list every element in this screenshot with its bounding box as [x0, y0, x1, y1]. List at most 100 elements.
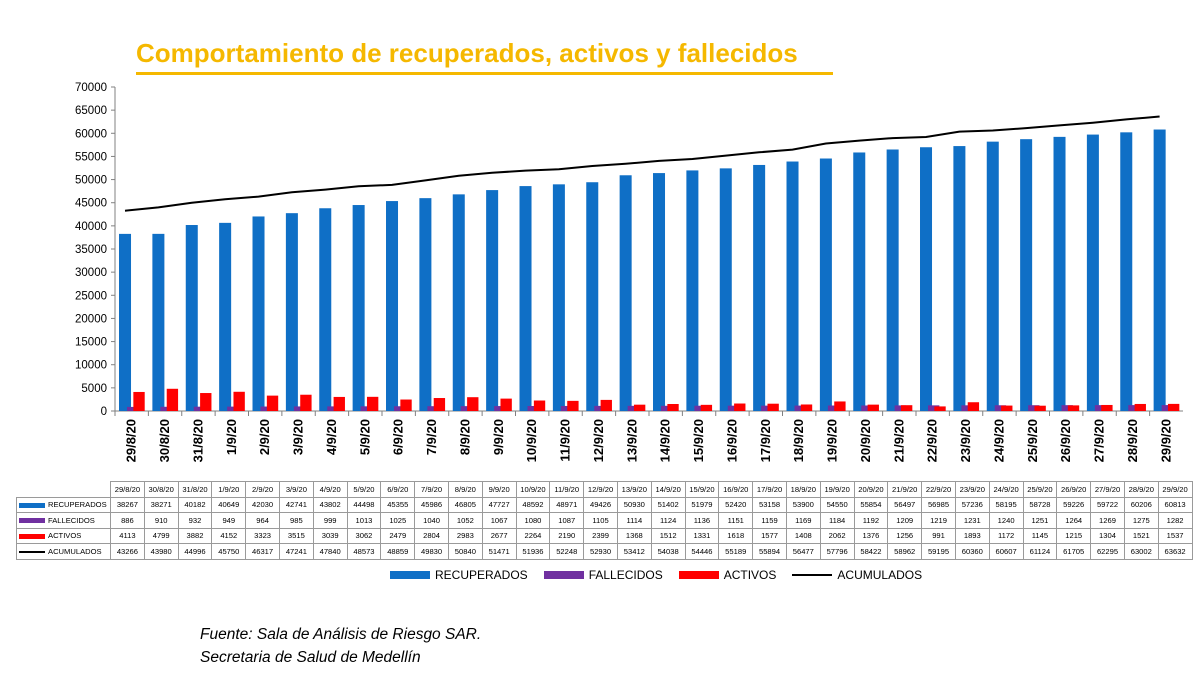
bar-recuperados — [619, 175, 632, 411]
bar-activos — [333, 396, 345, 411]
series-swatch — [19, 502, 45, 508]
table-value-cell: 1159 — [752, 512, 787, 529]
title-underline — [136, 72, 833, 75]
bar-recuperados — [352, 205, 365, 411]
x-tick-label: 16/9/20 — [724, 419, 739, 462]
bar-activos — [1034, 405, 1046, 411]
table-value-cell: 3039 — [312, 527, 348, 544]
table-value-cell: 1151 — [718, 512, 754, 529]
x-tick-label: 10/9/20 — [524, 419, 539, 462]
y-tick-label: 0 — [101, 406, 107, 418]
table-value-cell: 51936 — [515, 543, 551, 560]
table-value-cell: 1231 — [954, 512, 990, 529]
bar-activos — [567, 400, 579, 411]
bar-fallecidos — [260, 406, 272, 411]
legend-label: FALLECIDOS — [588, 568, 663, 582]
bar-fallecidos — [460, 406, 473, 411]
x-tick-label: 24/9/20 — [991, 419, 1006, 462]
table-value-cell: 1136 — [684, 512, 720, 529]
table-value-cell: 3323 — [245, 527, 280, 544]
bar-recuperados — [886, 149, 899, 411]
table-value-cell: 56985 — [921, 496, 956, 513]
bar-recuperados — [953, 146, 966, 411]
table-value-cell: 1512 — [650, 527, 686, 544]
bar-recuperados — [1120, 132, 1133, 412]
table-date-cell: 11/9/20 — [549, 481, 585, 498]
table-value-cell: 2190 — [549, 527, 585, 544]
bar-fallecidos — [627, 405, 639, 411]
bar-activos — [700, 404, 713, 411]
table-value-cell: 52248 — [549, 543, 585, 560]
table-value-cell: 42741 — [278, 496, 314, 513]
table-value-cell: 910 — [143, 512, 179, 529]
bar-fallecidos — [928, 405, 940, 411]
bar-fallecidos — [861, 405, 873, 411]
table-date-cell: 26/9/20 — [1056, 481, 1092, 498]
table-value-cell: 1275 — [1123, 512, 1159, 529]
table-value-cell: 1618 — [718, 527, 754, 544]
y-tick-label: 45000 — [75, 198, 107, 210]
table-value-cell: 48859 — [380, 543, 416, 560]
table-value-cell: 42030 — [245, 496, 280, 513]
table-value-cell: 55894 — [752, 543, 787, 560]
table-date-cell: 16/9/20 — [718, 481, 754, 498]
table-value-cell: 56497 — [887, 496, 923, 513]
table-value-cell: 57236 — [954, 496, 990, 513]
table-value-cell: 932 — [177, 512, 213, 529]
y-tick-label: 60000 — [75, 128, 107, 140]
bar-fallecidos — [1094, 405, 1107, 411]
table-date-cell: 3/9/20 — [278, 481, 314, 498]
table-value-cell: 38267 — [110, 496, 145, 513]
table-date-cell: 28/9/20 — [1123, 481, 1159, 498]
table-value-cell: 1114 — [616, 512, 652, 529]
x-tick-label: 11/9/20 — [558, 419, 573, 462]
bar-fallecidos — [1061, 405, 1073, 411]
table-value-cell: 55189 — [718, 543, 754, 560]
legend-item-acumulados: ACUMULADOS — [792, 568, 922, 582]
table-date-cell: 1/9/20 — [211, 481, 247, 498]
legend-swatch — [678, 571, 719, 579]
bar-recuperados — [786, 161, 799, 411]
bar-recuperados — [1086, 134, 1099, 412]
source-note: Fuente: Sala de Análisis de Riesgo SAR. … — [200, 623, 481, 669]
x-tick-label: 28/9/20 — [1125, 419, 1140, 462]
table-value-cell: 45750 — [211, 543, 247, 560]
table-row-activos: ACTIVOS 4113 4799 3882 4152 3323 3515 3039 3062 2… — [16, 527, 1193, 544]
bar-recuperados — [152, 233, 165, 411]
table-date-cell: 18/9/20 — [785, 481, 821, 498]
table-value-cell: 4113 — [110, 527, 145, 544]
bar-recuperados — [185, 225, 198, 411]
table-date-cell: 17/9/20 — [752, 481, 787, 498]
bar-activos — [767, 403, 779, 411]
table-value-cell: 1282 — [1157, 512, 1193, 529]
table-value-cell: 54446 — [684, 543, 720, 560]
y-tick-label: 55000 — [75, 151, 107, 163]
table-corner — [17, 482, 111, 498]
table-value-cell: 59722 — [1090, 496, 1125, 513]
table-value-cell: 47241 — [278, 543, 314, 560]
bar-recuperados — [920, 147, 933, 412]
table-value-cell: 51979 — [684, 496, 720, 513]
bar-fallecidos — [961, 405, 973, 411]
bar-recuperados — [686, 170, 699, 411]
bar-recuperados — [252, 216, 265, 411]
bar-fallecidos — [494, 406, 506, 411]
bar-activos — [900, 405, 913, 411]
table-date-cell: 29/9/20 — [1157, 481, 1193, 498]
table-date-cell: 19/9/20 — [819, 481, 855, 498]
table-value-cell: 59226 — [1056, 496, 1092, 513]
x-tick-label: 31/8/20 — [190, 419, 205, 462]
x-tick-label: 1/9/20 — [224, 419, 239, 455]
table-value-cell: 51471 — [481, 543, 517, 560]
table-date-cell: 31/8/20 — [177, 481, 213, 498]
bar-recuperados — [219, 222, 232, 411]
table-date-cell: 30/8/20 — [143, 481, 179, 498]
table-value-cell: 1013 — [346, 512, 382, 529]
data-table: 29/8/20 30/8/20 31/8/20 1/9/20 2/9/20 3/9/20 4… — [16, 481, 1193, 560]
table-value-cell: 40182 — [177, 496, 213, 513]
bar-activos — [1101, 404, 1113, 411]
x-tick-label: 3/9/20 — [291, 419, 306, 455]
x-tick-label: 22/9/20 — [925, 419, 940, 462]
bar-recuperados — [119, 233, 132, 411]
x-tick-label: 8/9/20 — [457, 419, 472, 455]
